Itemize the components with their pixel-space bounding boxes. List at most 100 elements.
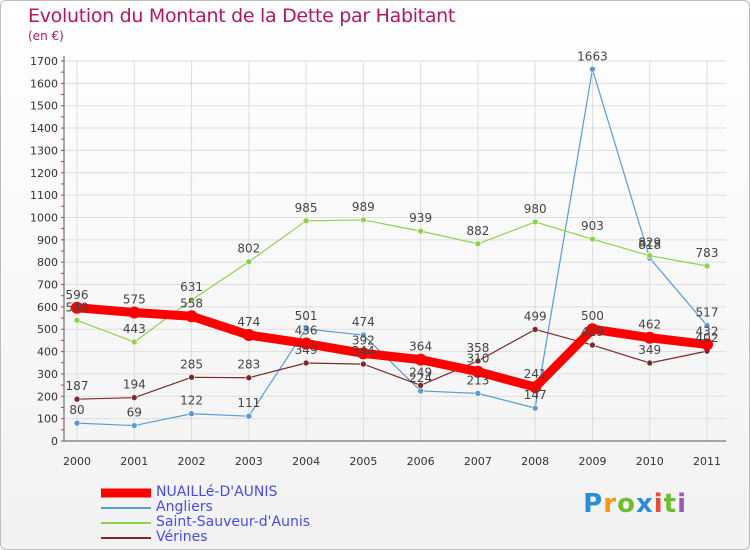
data-label: 462 xyxy=(638,318,661,332)
data-label: 122 xyxy=(180,394,203,408)
data-point xyxy=(360,331,367,339)
chart-subtitle: (en €) xyxy=(28,29,64,43)
legend-item-saint-sauveur: Saint-Sauveur-d'Aunis xyxy=(101,515,421,530)
data-point xyxy=(245,258,253,266)
data-label: 310 xyxy=(466,352,489,366)
series-line-2 xyxy=(76,219,708,343)
data-point xyxy=(242,329,255,342)
legend-item-angliers: Angliers xyxy=(101,500,421,515)
x-tick-label: 2006 xyxy=(407,455,435,468)
data-label: 783 xyxy=(696,246,719,260)
data-point xyxy=(360,360,367,368)
proxiti-logo: Proxiti xyxy=(583,489,687,519)
legend-label-nuaille: NUAILLé-D'AUNIS xyxy=(156,484,278,500)
data-label: 364 xyxy=(409,340,432,354)
data-label: 392 xyxy=(352,333,375,347)
series-line-1 xyxy=(76,68,708,427)
data-label: 631 xyxy=(180,280,203,294)
data-point xyxy=(586,323,599,336)
data-point xyxy=(185,310,198,323)
legend-swatch-saint-sauveur xyxy=(101,521,151,524)
data-label: 358 xyxy=(466,341,489,355)
data-point xyxy=(531,218,539,226)
data-label: 213 xyxy=(466,373,489,387)
data-label: 80 xyxy=(69,403,84,417)
data-point xyxy=(188,373,195,381)
x-tick-label: 2007 xyxy=(464,455,492,468)
data-point xyxy=(130,394,138,401)
data-point xyxy=(188,296,195,304)
x-tick-label: 2008 xyxy=(521,455,549,468)
y-tick-label: 400 xyxy=(37,346,58,359)
data-point xyxy=(302,359,310,367)
data-point xyxy=(701,338,713,351)
data-label: 558 xyxy=(180,296,203,310)
data-point xyxy=(130,338,138,346)
data-point xyxy=(529,381,542,394)
data-point xyxy=(245,412,253,420)
data-label: 499 xyxy=(524,309,547,323)
data-point xyxy=(73,316,81,324)
y-tick-label: 1000 xyxy=(30,211,58,224)
y-tick-label: 600 xyxy=(37,301,58,314)
data-point xyxy=(188,410,195,418)
data-label: 517 xyxy=(696,305,719,319)
data-label: 147 xyxy=(524,388,547,402)
y-tick-label: 0 xyxy=(51,435,58,448)
series-line-0 xyxy=(72,303,712,392)
data-label: 474 xyxy=(352,315,375,329)
data-point xyxy=(414,353,427,366)
data-label: 939 xyxy=(409,211,432,225)
y-tick-label: 500 xyxy=(37,323,58,336)
data-point xyxy=(417,387,424,395)
data-label: 500 xyxy=(581,309,604,323)
data-point xyxy=(646,359,654,367)
data-point xyxy=(360,216,367,224)
data-point xyxy=(417,382,424,389)
data-label: 596 xyxy=(66,288,89,302)
y-tick-label: 100 xyxy=(37,413,58,426)
data-point xyxy=(417,227,424,235)
data-label: 349 xyxy=(638,343,661,357)
y-tick-label: 1100 xyxy=(30,189,58,202)
data-point xyxy=(703,322,711,329)
data-point xyxy=(474,240,482,248)
data-label: 285 xyxy=(180,357,203,371)
data-label: 985 xyxy=(295,201,318,215)
data-label: 1663 xyxy=(577,49,608,63)
data-point xyxy=(643,331,656,344)
data-label: 432 xyxy=(696,324,719,338)
data-label: 429 xyxy=(581,325,604,339)
data-label: 882 xyxy=(466,224,489,238)
data-label: 443 xyxy=(123,322,146,336)
legend-item-nuaille: NUAILLé-D'AUNIS xyxy=(101,485,421,500)
y-tick-label: 1400 xyxy=(30,122,58,135)
y-tick-label: 300 xyxy=(37,368,58,381)
y-tick-label: 700 xyxy=(37,279,58,292)
data-point xyxy=(71,301,83,314)
data-label: 829 xyxy=(638,236,661,250)
y-tick-label: 1600 xyxy=(30,77,58,90)
data-point xyxy=(474,390,482,397)
data-point xyxy=(474,357,482,365)
data-label: 818 xyxy=(638,238,661,252)
legend-label-verines: Vérines xyxy=(156,529,208,545)
y-tick-label: 1700 xyxy=(30,55,58,68)
legend-swatch-angliers xyxy=(101,506,151,509)
data-label: 224 xyxy=(409,371,432,385)
data-point xyxy=(302,325,310,333)
data-label: 980 xyxy=(524,202,547,216)
y-tick-label: 1300 xyxy=(30,144,58,157)
legend-item-verines: Vérines xyxy=(101,530,421,545)
data-label: 802 xyxy=(237,242,260,256)
x-tick-label: 2002 xyxy=(178,455,206,468)
y-tick-label: 800 xyxy=(37,256,58,269)
data-point xyxy=(531,326,539,333)
legend-label-saint-sauveur: Saint-Sauveur-d'Aunis xyxy=(156,514,311,530)
data-label: 540 xyxy=(66,300,89,314)
data-point xyxy=(589,65,596,73)
data-point xyxy=(589,235,596,243)
data-label: 344 xyxy=(352,344,375,358)
legend: NUAILLé-D'AUNIS Angliers Saint-Sauveur-d… xyxy=(101,485,421,545)
x-tick-label: 2000 xyxy=(63,455,91,468)
